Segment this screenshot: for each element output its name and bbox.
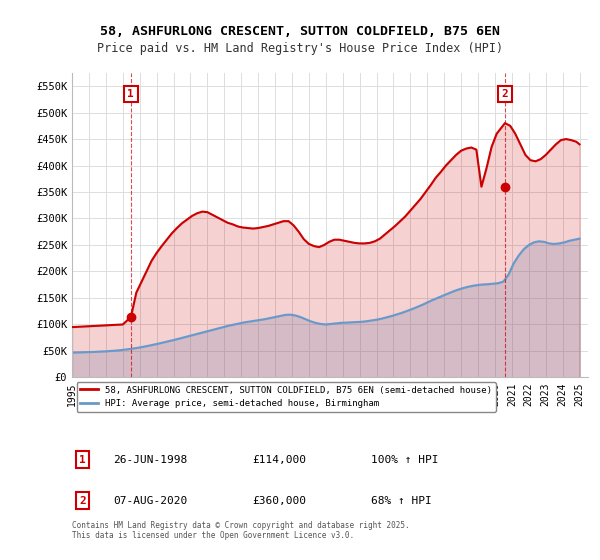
Text: 100% ↑ HPI: 100% ↑ HPI: [371, 455, 439, 465]
Text: Contains HM Land Registry data © Crown copyright and database right 2025.
This d: Contains HM Land Registry data © Crown c…: [72, 521, 410, 540]
Text: 1: 1: [79, 455, 86, 465]
Text: 26-JUN-1998: 26-JUN-1998: [113, 455, 188, 465]
Legend: 58, ASHFURLONG CRESCENT, SUTTON COLDFIELD, B75 6EN (semi-detached house), HPI: A: 58, ASHFURLONG CRESCENT, SUTTON COLDFIEL…: [77, 382, 496, 412]
Text: 68% ↑ HPI: 68% ↑ HPI: [371, 496, 432, 506]
Text: 2: 2: [502, 89, 508, 99]
Text: 2: 2: [79, 496, 86, 506]
Text: Price paid vs. HM Land Registry's House Price Index (HPI): Price paid vs. HM Land Registry's House …: [97, 42, 503, 55]
Text: 07-AUG-2020: 07-AUG-2020: [113, 496, 188, 506]
Text: £114,000: £114,000: [253, 455, 307, 465]
Text: 58, ASHFURLONG CRESCENT, SUTTON COLDFIELD, B75 6EN: 58, ASHFURLONG CRESCENT, SUTTON COLDFIEL…: [100, 25, 500, 38]
Text: 1: 1: [127, 89, 134, 99]
Text: £360,000: £360,000: [253, 496, 307, 506]
